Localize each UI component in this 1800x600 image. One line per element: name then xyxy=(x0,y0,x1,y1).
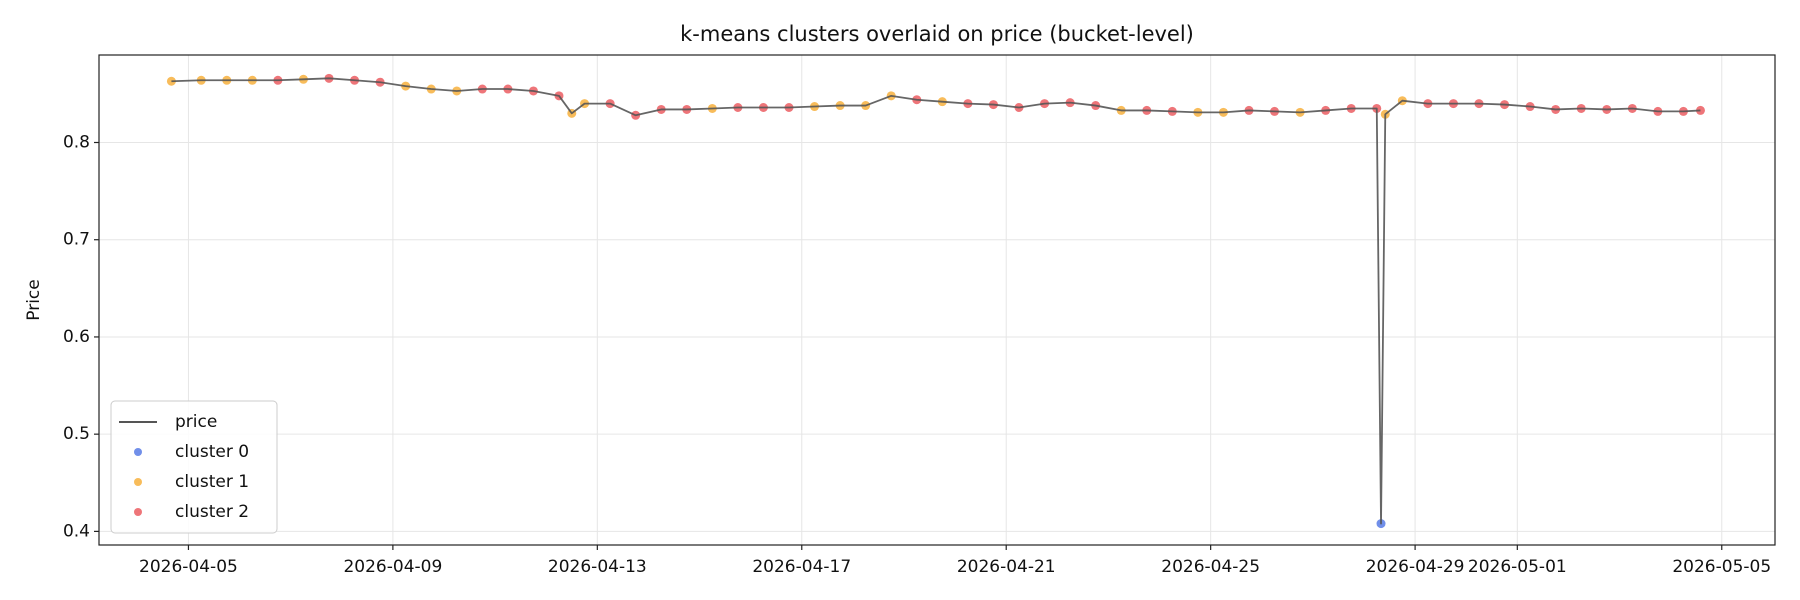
legend-swatch xyxy=(134,448,142,456)
x-tick-label: 2026-04-09 xyxy=(343,557,442,577)
legend-label: cluster 1 xyxy=(175,472,249,492)
x-tick-label: 2026-05-05 xyxy=(1672,557,1771,577)
y-tick-label: 0.6 xyxy=(63,327,90,347)
x-tick-label: 2026-04-25 xyxy=(1161,557,1260,577)
x-tick-label: 2026-04-21 xyxy=(957,557,1056,577)
x-tick-label: 2026-04-05 xyxy=(139,557,238,577)
x-tick-label: 2026-04-17 xyxy=(752,557,851,577)
data-point xyxy=(166,76,176,86)
legend-swatch xyxy=(134,508,142,516)
y-tick-label: 0.8 xyxy=(63,133,90,153)
chart-title: k-means clusters overlaid on price (buck… xyxy=(680,22,1194,46)
legend-label: price xyxy=(175,412,217,432)
y-tick-label: 0.4 xyxy=(63,521,90,541)
plot-frame xyxy=(98,54,1776,546)
legend-box xyxy=(110,400,278,534)
x-tick-label: 2026-04-13 xyxy=(548,557,647,577)
x-tick-label: 2026-04-29 xyxy=(1366,557,1465,577)
y-axis-label: Price xyxy=(24,279,44,320)
x-tick-label: 2026-05-01 xyxy=(1468,557,1567,577)
legend-swatch xyxy=(134,478,142,486)
legend-label: cluster 2 xyxy=(175,502,249,522)
y-tick-label: 0.7 xyxy=(63,230,90,250)
legend-label: cluster 0 xyxy=(175,442,249,462)
data-point xyxy=(1695,105,1705,115)
price-line xyxy=(171,77,1701,525)
y-tick-label: 0.5 xyxy=(63,424,90,444)
